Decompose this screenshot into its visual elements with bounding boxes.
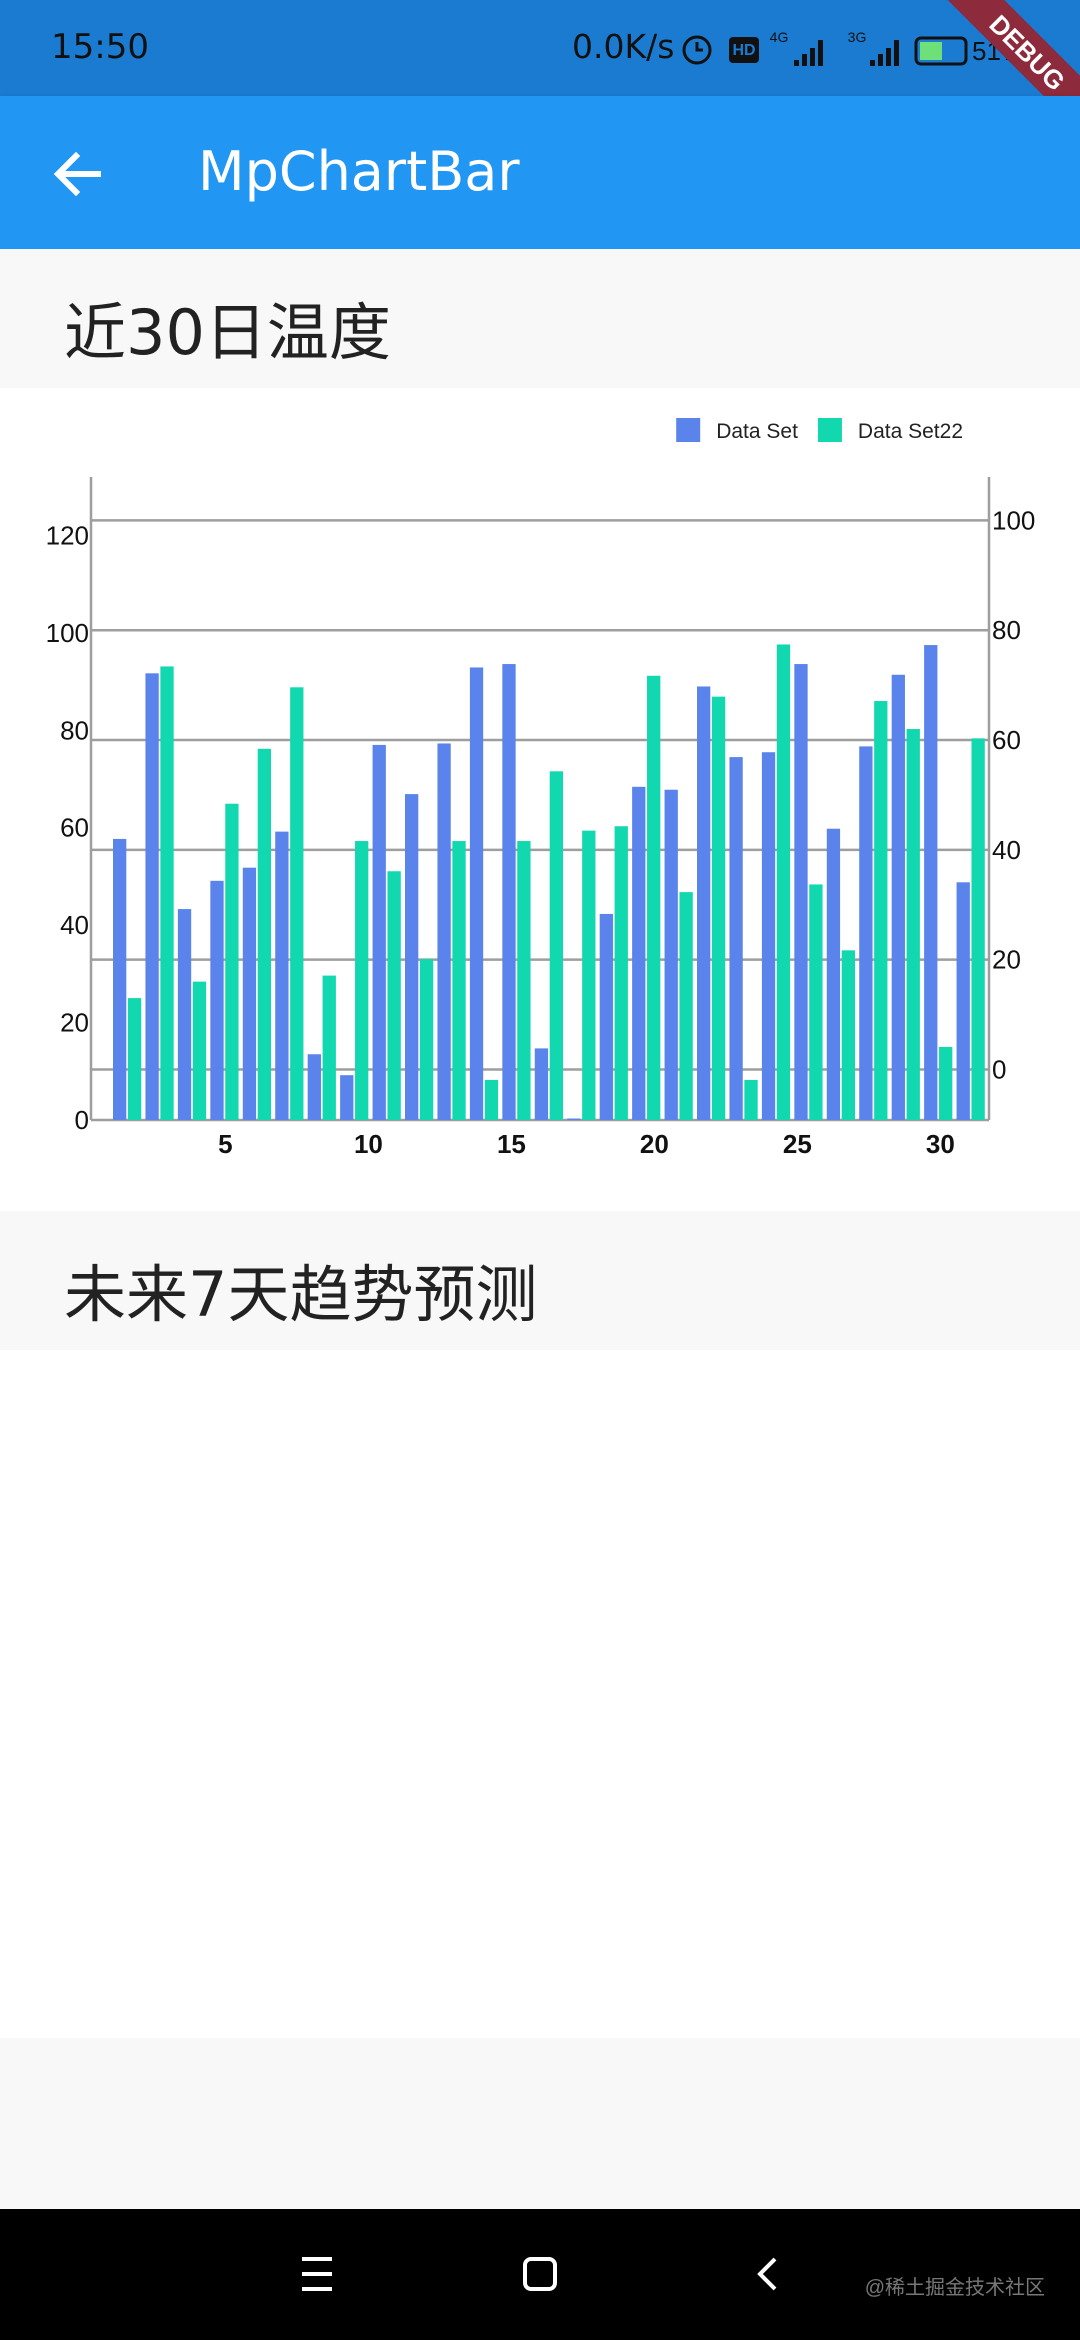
bar xyxy=(874,701,888,1120)
y-tick-label: 120 xyxy=(46,520,89,550)
section-header: 未来7天趋势预测 xyxy=(0,1211,1080,1350)
legend-swatch xyxy=(817,418,842,442)
bar xyxy=(437,743,451,1120)
x-tick-label: 10 xyxy=(354,1129,383,1159)
y2-tick-label: 80 xyxy=(992,615,1021,645)
y2-tick-label: 40 xyxy=(992,835,1021,865)
hd-icon: HD xyxy=(732,42,755,59)
net1: 4G xyxy=(770,29,789,45)
bar xyxy=(322,975,336,1120)
bar xyxy=(290,687,304,1120)
back-button[interactable] xyxy=(50,146,106,202)
bar xyxy=(956,882,970,1120)
status-bar: 15:50 0.0K/s HD 4G 3G 51% DEBUG xyxy=(0,0,1080,144)
y2-tick-label: 100 xyxy=(992,505,1035,535)
x-tick-label: 25 xyxy=(783,1129,812,1159)
x-tick-label: 15 xyxy=(497,1129,526,1159)
app-title: MpChartBar xyxy=(198,140,520,203)
y2-tick-label: 60 xyxy=(992,725,1021,755)
bar xyxy=(729,757,743,1120)
bar xyxy=(372,744,386,1120)
app-bar: MpChartBar xyxy=(0,96,1080,249)
bar xyxy=(257,748,272,1120)
bar xyxy=(387,871,401,1120)
y-tick-label: 0 xyxy=(75,1105,89,1135)
bar xyxy=(534,1048,549,1120)
y-tick-label: 40 xyxy=(60,910,89,940)
bar xyxy=(452,841,466,1120)
bar xyxy=(192,981,207,1120)
bar xyxy=(355,841,369,1120)
bar xyxy=(225,803,239,1120)
bar xyxy=(809,884,823,1120)
bar xyxy=(502,664,516,1120)
legend-label: Data Set xyxy=(716,420,798,443)
bar xyxy=(275,831,289,1120)
x-tick-label: 30 xyxy=(926,1129,955,1159)
bar xyxy=(405,794,419,1120)
y2-tick-label: 0 xyxy=(992,1054,1006,1084)
bar xyxy=(906,729,920,1120)
bar xyxy=(744,1079,758,1120)
bar xyxy=(841,950,856,1120)
bar xyxy=(971,738,985,1120)
bar xyxy=(599,913,613,1120)
bar xyxy=(469,667,484,1120)
bar xyxy=(711,696,726,1120)
y-tick-label: 60 xyxy=(60,813,89,843)
bar xyxy=(924,645,938,1120)
bar xyxy=(549,771,564,1120)
bar xyxy=(664,789,678,1120)
chart: 0 20 40 60 80 100 120 0 20 40 60 80 100 5 10 15 20 25 30 Da… xyxy=(46,418,1035,1159)
section-header: 近30日温度 xyxy=(0,249,1080,388)
section-title: 未来7天趋势预测 xyxy=(64,1258,538,1331)
bar xyxy=(145,673,159,1120)
time: 15:50 xyxy=(51,27,149,67)
bar xyxy=(113,838,127,1120)
bar xyxy=(647,675,661,1120)
y-tick-label: 80 xyxy=(60,715,89,745)
bar xyxy=(776,644,791,1120)
bar xyxy=(679,892,693,1120)
bar xyxy=(891,674,905,1120)
bar xyxy=(242,867,257,1120)
bar xyxy=(419,959,434,1120)
bar xyxy=(761,752,776,1120)
legend-swatch xyxy=(676,418,701,442)
y-tick-label: 20 xyxy=(60,1008,89,1038)
bottom-area xyxy=(0,2038,1080,2209)
x-tick-label: 20 xyxy=(640,1129,669,1159)
bar xyxy=(567,1118,581,1120)
nav-bar: @稀土掘金技术社区 xyxy=(0,2209,1080,2340)
bar xyxy=(160,666,174,1120)
bar xyxy=(484,1079,499,1120)
bar xyxy=(210,880,224,1120)
bar xyxy=(177,909,192,1120)
bar xyxy=(340,1075,354,1120)
bar xyxy=(307,1054,321,1120)
bar xyxy=(127,998,142,1120)
bar xyxy=(582,830,596,1120)
debug-label: DEBUG xyxy=(983,9,1071,97)
bar xyxy=(826,828,841,1120)
net2: 3G xyxy=(848,29,867,45)
net-speed: 0.0K/s xyxy=(572,27,675,66)
x-tick-label: 5 xyxy=(218,1129,232,1159)
nav-icons: @稀土掘金技术社区 xyxy=(302,2257,1045,2299)
bar xyxy=(859,746,873,1120)
y-tick-label: 100 xyxy=(46,618,89,648)
bar xyxy=(517,841,531,1120)
watermark: @稀土掘金技术社区 xyxy=(865,2276,1045,2299)
bar xyxy=(614,826,628,1120)
bar xyxy=(794,664,808,1120)
section-title: 近30日温度 xyxy=(64,296,391,369)
bar xyxy=(697,686,711,1120)
bar xyxy=(939,1046,953,1120)
legend-label: Data Set22 xyxy=(858,420,963,443)
bar xyxy=(632,786,646,1120)
y2-tick-label: 20 xyxy=(992,945,1021,975)
